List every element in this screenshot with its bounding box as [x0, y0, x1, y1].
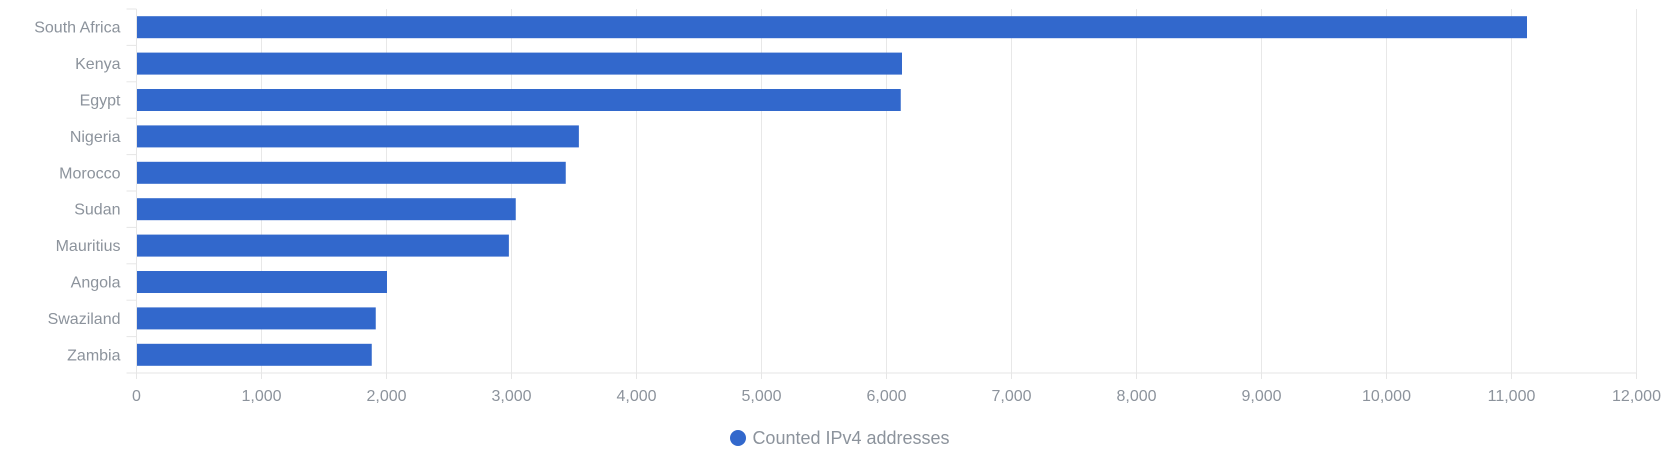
bar — [137, 125, 579, 148]
bar — [137, 234, 509, 257]
bar — [137, 52, 902, 75]
x-tick-label: 7,000 — [991, 388, 1031, 405]
bar — [137, 271, 387, 293]
y-tick-label: Zambia — [67, 347, 120, 364]
y-tick-label: Swaziland — [48, 311, 121, 328]
y-tick-label: Egypt — [80, 93, 121, 110]
y-tick-label: South Africa — [34, 20, 120, 37]
x-tick-label: 1,000 — [241, 388, 281, 405]
x-tick-label: 8,000 — [1116, 388, 1156, 405]
bar — [137, 307, 376, 330]
y-tick-label: Kenya — [75, 56, 120, 73]
y-tick-label: Morocco — [59, 165, 120, 182]
y-tick-label: Angola — [71, 275, 121, 292]
bar — [137, 16, 1527, 39]
y-tick-label: Mauritius — [56, 238, 121, 255]
legend-label: Counted IPv4 addresses — [752, 428, 950, 448]
x-tick-label: 10,000 — [1362, 388, 1411, 405]
x-tick-label: 6,000 — [866, 388, 906, 405]
x-tick-label: 4,000 — [616, 388, 656, 405]
legend-marker-icon — [730, 430, 747, 446]
legend[interactable]: Counted IPv4 addresses — [0, 428, 1680, 449]
x-tick-label: 9,000 — [1241, 388, 1281, 405]
y-tick-label: Sudan — [74, 202, 120, 219]
x-tick-label: 11,000 — [1488, 388, 1536, 405]
bar — [137, 343, 372, 366]
bar — [137, 198, 516, 221]
y-tick-label: Nigeria — [70, 129, 121, 146]
bar-chart: 0 1,000 2,000 3,000 4,000 5,000 6,000 7,000 8,00… — [34, 8, 1661, 405]
x-tick-label: 5,000 — [741, 388, 781, 405]
x-tick-label: 12,000 — [1612, 388, 1661, 405]
x-tick-label: 2,000 — [366, 388, 406, 405]
bar — [137, 161, 566, 184]
x-tick-label: 0 — [132, 388, 141, 405]
x-tick-label: 3,000 — [491, 388, 531, 405]
bar — [137, 89, 901, 111]
